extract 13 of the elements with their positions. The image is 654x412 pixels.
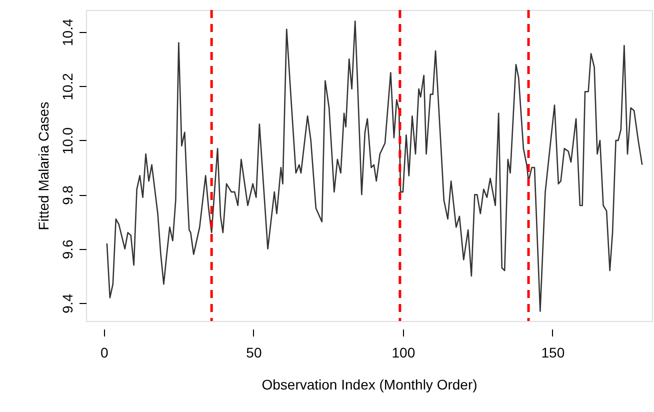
y-tick-label: 10.0 (60, 127, 76, 155)
y-axis-title: Fitted Malaria Cases (36, 102, 52, 230)
line-series (106, 20, 643, 312)
y-tick-label: 9.6 (60, 239, 76, 260)
y-tick-label: 9.4 (60, 294, 76, 314)
y-tick-label: 10.2 (60, 72, 76, 100)
y-tick-label: 10.4 (60, 18, 76, 46)
x-tick-label: 150 (541, 344, 565, 360)
x-tick-label: 50 (246, 344, 262, 360)
y-tick-label: 9.8 (60, 185, 76, 205)
x-axis-title: Observation Index (Monthly Order) (262, 376, 478, 392)
x-tick-label: 0 (100, 344, 109, 360)
x-tick-label: 100 (392, 344, 416, 360)
